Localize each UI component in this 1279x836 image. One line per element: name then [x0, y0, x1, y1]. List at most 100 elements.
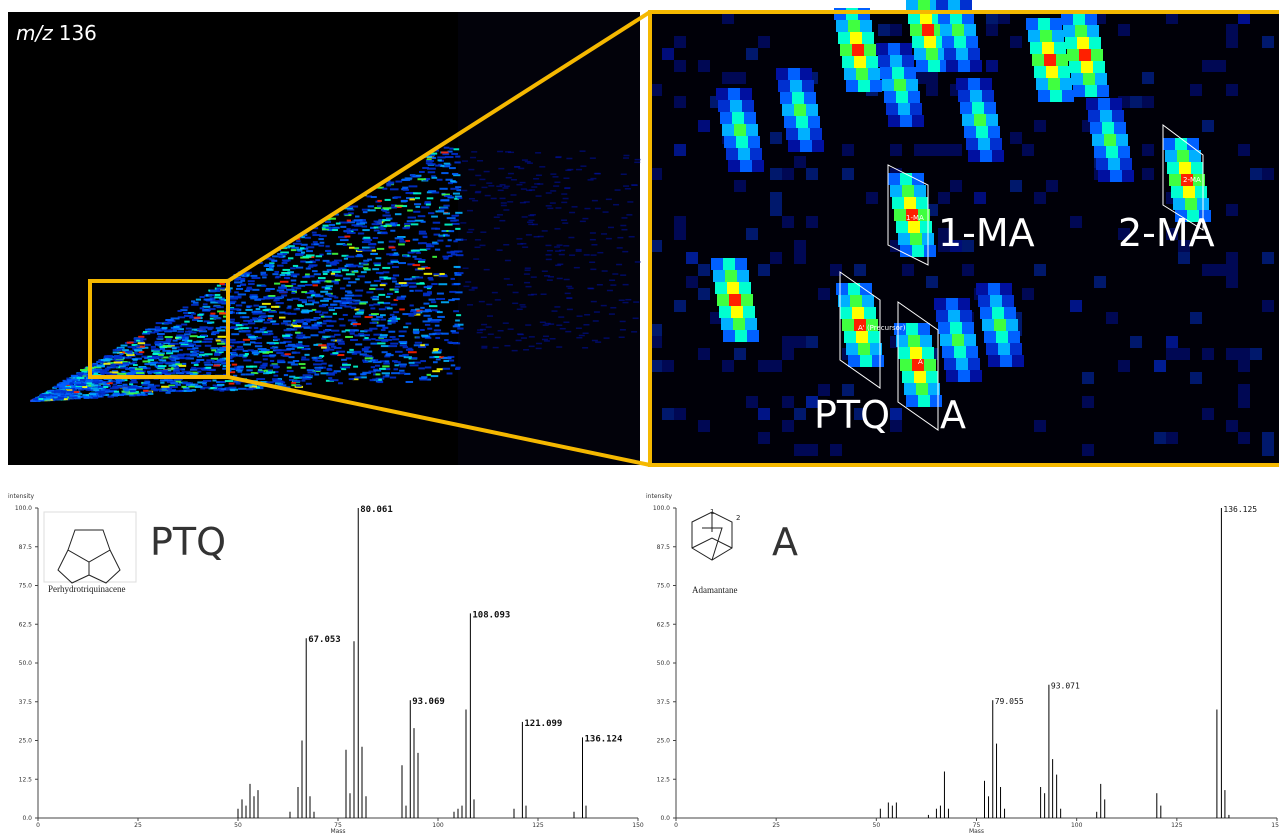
heat-pixel — [1038, 90, 1050, 102]
heat-pixel — [888, 43, 900, 55]
heat-pixel — [583, 332, 589, 334]
heat-pixel — [555, 157, 561, 159]
heat-pixel — [564, 187, 570, 189]
heat-pixel — [914, 144, 926, 156]
heat-pixel — [914, 185, 926, 197]
heat-pixel — [173, 370, 180, 372]
heat-pixel — [984, 331, 996, 343]
heat-pixel — [746, 124, 758, 136]
heat-pixel — [944, 48, 956, 60]
heat-pixel — [534, 183, 540, 185]
heat-pixel — [162, 327, 168, 329]
heat-pixel — [698, 264, 710, 276]
heat-pixel — [998, 343, 1010, 355]
heat-pixel — [339, 318, 344, 320]
heat-pixel — [674, 96, 686, 108]
heat-pixel — [375, 257, 381, 259]
heat-pixel — [940, 334, 952, 346]
heat-pixel — [291, 382, 296, 384]
heat-pixel — [222, 368, 226, 370]
heat-pixel — [525, 269, 531, 271]
heat-pixel — [920, 221, 932, 233]
heat-pixel — [452, 173, 458, 175]
heat-pixel — [717, 294, 729, 306]
heat-pixel — [1163, 138, 1175, 150]
heat-pixel — [662, 360, 674, 372]
heat-pixel — [281, 294, 287, 296]
heat-pixel — [305, 303, 314, 305]
heat-pixel — [252, 317, 257, 319]
heat-pixel — [353, 323, 361, 325]
y-tick-label: 0.0 — [660, 815, 670, 822]
heat-pixel — [541, 293, 547, 295]
heat-pixel — [946, 298, 958, 310]
heat-pixel — [405, 177, 413, 179]
heat-pixel — [370, 322, 378, 324]
heat-pixel — [186, 357, 190, 359]
heat-pixel — [259, 306, 267, 308]
heat-pixel — [1070, 300, 1082, 312]
heat-pixel — [289, 376, 295, 378]
box-label: 1-MA — [906, 214, 924, 222]
heat-pixel — [1154, 432, 1166, 444]
heat-pixel — [158, 362, 163, 364]
heat-pixel — [58, 397, 64, 399]
heat-pixel — [210, 347, 218, 349]
structure-box — [44, 512, 136, 582]
heat-pixel — [374, 229, 380, 231]
heat-pixel — [401, 285, 408, 287]
heat-pixel — [333, 372, 337, 374]
heat-pixel — [156, 338, 163, 340]
heat-pixel — [574, 267, 580, 269]
heat-pixel — [686, 276, 698, 288]
heat-pixel — [101, 359, 109, 361]
heat-pixel — [584, 254, 590, 256]
heat-pixel — [358, 333, 364, 335]
heat-pixel — [254, 311, 262, 313]
heat-pixel — [312, 234, 320, 236]
heat-pixel — [274, 346, 278, 348]
heat-pixel — [382, 267, 390, 269]
heat-pixel — [976, 126, 988, 138]
heat-pixel — [373, 237, 378, 239]
heat-pixel — [942, 346, 954, 358]
heat-pixel — [928, 60, 940, 72]
compound-name: Adamantane — [692, 585, 737, 595]
heat-pixel — [172, 347, 177, 349]
y-tick-label: 50.0 — [19, 660, 33, 667]
heat-pixel — [374, 370, 381, 372]
heat-pixel — [364, 334, 370, 336]
heat-pixel — [284, 337, 293, 339]
heat-pixel — [1142, 168, 1154, 180]
heat-pixel — [531, 186, 537, 188]
heat-pixel — [561, 202, 567, 204]
heat-pixel — [328, 365, 332, 367]
atom-number: 1 — [710, 508, 714, 516]
heat-pixel — [403, 189, 409, 191]
heat-pixel — [442, 368, 450, 370]
heat-pixel — [301, 359, 309, 361]
heat-pixel — [968, 358, 980, 370]
heat-pixel — [418, 268, 425, 270]
heat-pixel — [488, 333, 494, 335]
heat-pixel — [345, 290, 352, 292]
heat-pixel — [283, 320, 291, 322]
heat-pixel — [1052, 30, 1064, 42]
heat-pixel — [436, 358, 441, 360]
heat-pixel — [368, 205, 374, 207]
heat-pixel — [539, 166, 545, 168]
heat-pixel — [588, 179, 594, 181]
heat-pixel — [522, 246, 528, 248]
heat-pixel — [277, 349, 282, 351]
heat-pixel — [980, 78, 992, 90]
heat-pixel — [443, 213, 450, 215]
heat-pixel — [363, 237, 370, 239]
heat-pixel — [495, 299, 501, 301]
heat-pixel — [542, 270, 548, 272]
heat-pixel — [731, 306, 743, 318]
heat-pixel — [674, 144, 686, 156]
heat-pixel — [631, 184, 637, 186]
heat-pixel — [102, 392, 109, 394]
heat-pixel — [418, 242, 422, 244]
heat-pixel — [321, 347, 327, 349]
